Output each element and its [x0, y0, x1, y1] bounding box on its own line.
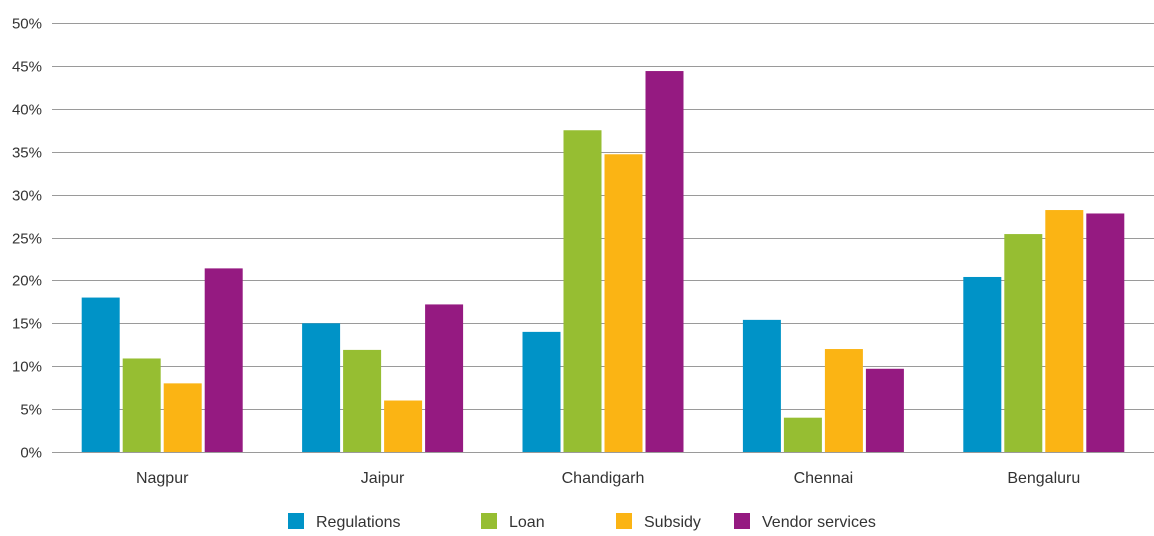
y-axis: 0% 5% 10% 15% 20% 25% 30% 35% 40% 45% 50% — [12, 16, 42, 462]
bar-loan-chandigarh — [563, 130, 602, 452]
y-tick-label: 30% — [12, 188, 42, 205]
y-tick-label: 50% — [12, 16, 42, 33]
bar-loan-chennai — [783, 417, 822, 452]
y-tick-label: 40% — [12, 102, 42, 119]
bar-regulations-nagpur — [81, 297, 120, 452]
bar-vendor-services-chandigarh — [645, 71, 684, 452]
bar-subsidy-jaipur — [384, 400, 423, 452]
y-tick-label: 20% — [12, 273, 42, 290]
bar-regulations-bengaluru — [963, 276, 1002, 452]
bar-regulations-chandigarh — [522, 331, 561, 452]
y-tick-label: 35% — [12, 145, 42, 162]
legend-swatch — [481, 513, 497, 529]
legend-label: Vendor services — [762, 514, 876, 531]
legend-swatch — [734, 513, 750, 529]
bar-subsidy-nagpur — [163, 383, 202, 452]
x-category-label: Chandigarh — [562, 470, 645, 487]
x-category-label: Bengaluru — [1007, 470, 1080, 487]
bar-loan-nagpur — [122, 358, 161, 452]
bar-loan-bengaluru — [1004, 234, 1043, 452]
bar-subsidy-chandigarh — [604, 154, 643, 453]
bar-regulations-jaipur — [302, 323, 341, 452]
bar-subsidy-chennai — [824, 349, 863, 452]
bar-vendor-services-chennai — [865, 368, 904, 452]
legend-label: Regulations — [316, 514, 401, 531]
y-tick-label: 10% — [12, 359, 42, 376]
bars — [81, 71, 1125, 453]
y-tick-label: 25% — [12, 231, 42, 248]
x-category-label: Nagpur — [136, 470, 189, 487]
bar-regulations-chennai — [742, 319, 781, 452]
bar-vendor-services-bengaluru — [1086, 213, 1125, 452]
legend-swatch — [616, 513, 632, 529]
y-tick-label: 45% — [12, 59, 42, 76]
bar-subsidy-bengaluru — [1045, 210, 1084, 452]
y-tick-label: 15% — [12, 316, 42, 333]
x-axis: Nagpur Jaipur Chandigarh Chennai Bengaluru — [136, 470, 1080, 487]
bar-vendor-services-nagpur — [204, 268, 243, 452]
y-tick-label: 5% — [20, 402, 42, 419]
legend-label: Loan — [509, 514, 545, 531]
bar-loan-jaipur — [343, 349, 382, 452]
x-category-label: Chennai — [794, 470, 854, 487]
bar-vendor-services-jaipur — [425, 304, 464, 452]
legend-swatch — [288, 513, 304, 529]
x-category-label: Jaipur — [361, 470, 405, 487]
y-tick-label: 0% — [20, 445, 42, 462]
legend: Regulations Loan Subsidy Vendor services — [288, 513, 876, 531]
legend-label: Subsidy — [644, 514, 701, 531]
